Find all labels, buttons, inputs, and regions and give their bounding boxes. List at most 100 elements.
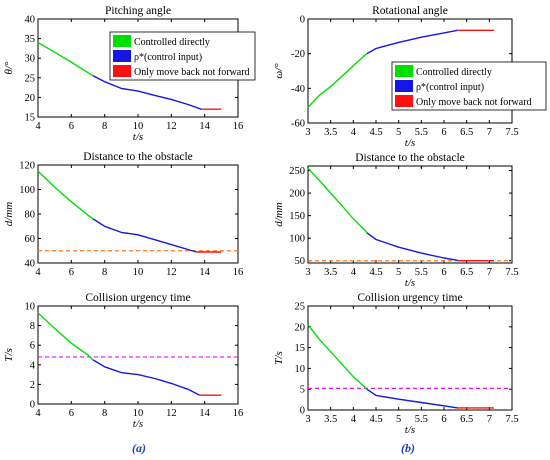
series-line-control-input bbox=[92, 218, 197, 253]
y-tick-label: 10 bbox=[25, 302, 36, 313]
x-tick-label: 6 bbox=[441, 267, 446, 278]
legend: Controlled directly ρ*(control input) Only… bbox=[109, 31, 256, 81]
series-line-controlled bbox=[37, 312, 94, 361]
y-tick-label: -20 bbox=[291, 49, 305, 60]
x-axis-label: t/s bbox=[405, 277, 415, 289]
legend-swatch bbox=[113, 35, 131, 47]
y-tick-label: 250 bbox=[289, 166, 305, 177]
y-axis-label: T/s bbox=[3, 348, 15, 361]
x-tick-label: 3 bbox=[305, 127, 310, 138]
chart-title: Rotational angle bbox=[372, 5, 448, 17]
y-tick-label: 30 bbox=[25, 54, 36, 65]
legend-swatch bbox=[113, 65, 131, 77]
y-tick-label: 150 bbox=[289, 211, 305, 222]
x-tick-label: 6 bbox=[441, 127, 446, 138]
chart-title: Pitching angle bbox=[105, 5, 171, 17]
legend-label: Only move back not forward bbox=[416, 97, 532, 108]
legend-swatch bbox=[113, 50, 131, 62]
x-tick-label: 6.5 bbox=[460, 267, 473, 278]
legend-label: ρ*(control input) bbox=[134, 52, 202, 63]
y-tick-label: 15 bbox=[295, 343, 306, 354]
legend-swatch bbox=[395, 95, 413, 107]
x-tick-label: 6 bbox=[69, 408, 74, 419]
chart-a3: Collision urgency time 4 6 8 10 12 14 16 0 2 4 6 8 10… bbox=[3, 292, 243, 430]
chart-title: Distance to the obstacle bbox=[83, 151, 193, 163]
y-tick-label: 25 bbox=[25, 73, 36, 84]
y-tick-label: 10 bbox=[295, 364, 306, 375]
y-tick-label: 60 bbox=[25, 234, 36, 245]
y-tick-label: 8 bbox=[30, 321, 35, 332]
series-line-control-input bbox=[366, 29, 458, 55]
y-tick-label: -40 bbox=[291, 84, 305, 95]
y-tick-label: 80 bbox=[25, 210, 36, 221]
legend-label: Controlled directly bbox=[134, 37, 210, 48]
x-tick-label: 10 bbox=[133, 267, 144, 278]
y-tick-label: 40 bbox=[25, 15, 36, 26]
chart-b3: Collision urgency time 3 3.5 4 4.5 5 5.5 6 6.5 7 7… bbox=[273, 292, 519, 436]
x-tick-label: 4 bbox=[35, 121, 41, 132]
x-tick-label: 4 bbox=[351, 127, 357, 138]
y-tick-label: 6 bbox=[30, 341, 35, 352]
x-axis-label: t/s bbox=[133, 418, 143, 430]
series-line-controlled bbox=[307, 167, 368, 234]
legend-box bbox=[391, 61, 547, 111]
x-tick-label: 12 bbox=[166, 121, 177, 132]
x-tick-label: 3.5 bbox=[324, 267, 337, 278]
x-tick-label: 5.5 bbox=[415, 267, 428, 278]
y-tick-label: 4 bbox=[30, 360, 36, 371]
x-tick-label: 16 bbox=[233, 267, 244, 278]
x-tick-label: 12 bbox=[166, 267, 177, 278]
x-tick-label: 5 bbox=[396, 127, 401, 138]
y-tick-label: 100 bbox=[289, 234, 305, 245]
plot-frame bbox=[37, 164, 239, 264]
legend-box bbox=[109, 31, 256, 81]
y-tick-label: -60 bbox=[291, 119, 305, 130]
x-tick-label: 6 bbox=[69, 267, 74, 278]
x-tick-label: 3 bbox=[305, 267, 310, 278]
x-tick-label: 6 bbox=[441, 414, 446, 425]
x-tick-label: 12 bbox=[166, 408, 177, 419]
x-tick-label: 3 bbox=[305, 414, 310, 425]
x-tick-label: 5.5 bbox=[415, 127, 428, 138]
x-tick-label: 8 bbox=[102, 267, 107, 278]
chart-title: Distance to the obstacle bbox=[355, 152, 465, 164]
x-tick-label: 7.5 bbox=[505, 267, 518, 278]
series-line-control-input bbox=[366, 388, 458, 409]
x-tick-label: 7.5 bbox=[505, 127, 518, 138]
y-tick-label: 0 bbox=[300, 15, 305, 26]
x-tick-label: 5 bbox=[396, 267, 401, 278]
x-tick-label: 4 bbox=[35, 408, 41, 419]
plot-frame bbox=[307, 165, 513, 264]
x-tick-label: 10 bbox=[133, 121, 144, 132]
y-axis-label: θ/° bbox=[3, 61, 15, 74]
x-axis-label: t/s bbox=[133, 131, 143, 143]
y-tick-label: 2 bbox=[30, 380, 35, 391]
x-tick-label: 6.5 bbox=[460, 414, 473, 425]
x-tick-label: 3.5 bbox=[324, 127, 337, 138]
panel-label-a: (a) bbox=[132, 441, 146, 455]
y-tick-label: 0 bbox=[300, 406, 305, 417]
x-tick-label: 5 bbox=[396, 414, 401, 425]
x-tick-label: 7.5 bbox=[505, 414, 518, 425]
x-tick-label: 14 bbox=[199, 408, 210, 419]
legend: Controlled directly ρ*(control input) Only… bbox=[391, 61, 547, 111]
x-tick-label: 4 bbox=[35, 267, 41, 278]
x-tick-label: 14 bbox=[199, 121, 210, 132]
series-line-control-input bbox=[92, 359, 201, 396]
chart-title: Collision urgency time bbox=[85, 292, 190, 304]
x-tick-label: 10 bbox=[133, 408, 144, 419]
plot-frame bbox=[307, 305, 513, 411]
y-tick-label: 20 bbox=[25, 93, 36, 104]
x-tick-label: 16 bbox=[233, 121, 244, 132]
y-tick-label: 5 bbox=[300, 385, 305, 396]
x-tick-label: 8 bbox=[102, 408, 107, 419]
chart-b2: Distance to the obstacle 3 3.5 4 4.5 5 5.5 6 6.5… bbox=[273, 152, 519, 289]
x-tick-label: 8 bbox=[102, 121, 107, 132]
legend-label: Only move back not forward bbox=[134, 67, 250, 78]
y-axis-label: T/s bbox=[273, 351, 285, 364]
x-tick-label: 16 bbox=[233, 408, 244, 419]
y-axis-label: d/mm bbox=[3, 202, 15, 227]
legend-label: ρ*(control input) bbox=[416, 82, 484, 93]
y-axis-label: d/mm bbox=[273, 202, 285, 227]
